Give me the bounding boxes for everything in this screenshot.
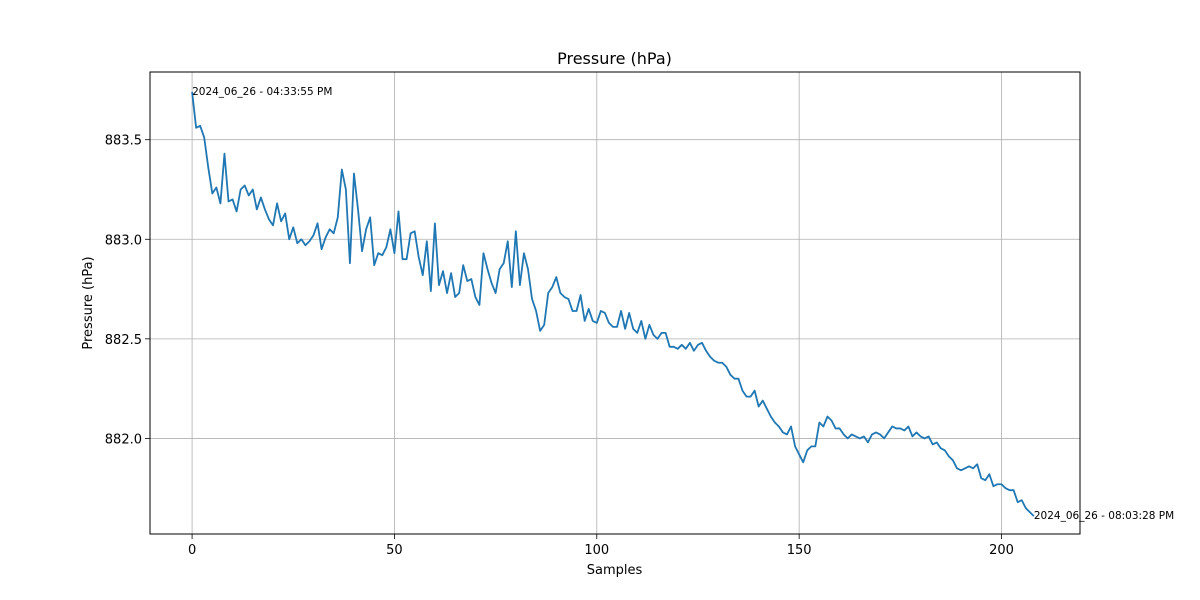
axis-ticks: 0 50 100 150 200 882.0 882.5 883.0 883.5	[105, 134, 1014, 558]
x-tick-label: 0	[188, 543, 196, 558]
y-tick-label: 882.5	[105, 333, 142, 348]
series-line	[191, 91, 1035, 517]
y-tick-label: 883.0	[105, 233, 142, 248]
x-tick-label: 150	[787, 543, 812, 558]
annotations: 2024_06_26 - 04:33:55 PM 2024_06_26 - 08:…	[192, 86, 1174, 522]
grid-lines	[150, 72, 1080, 534]
x-tick-label: 100	[584, 543, 609, 558]
plot-area-frame	[149, 71, 1081, 535]
x-tick-label: 200	[989, 543, 1014, 558]
point-annotation: 2024_06_26 - 08:03:28 PM	[1034, 510, 1174, 522]
x-axis-label: Samples	[587, 563, 643, 578]
y-tick-label: 883.5	[105, 134, 142, 149]
chart-title: Pressure (hPa)	[557, 49, 672, 68]
x-tick-label: 50	[386, 543, 403, 558]
y-axis-label: Pressure (hPa)	[81, 256, 96, 349]
point-annotation: 2024_06_26 - 04:33:55 PM	[192, 86, 332, 98]
y-tick-label: 882.0	[105, 432, 142, 447]
